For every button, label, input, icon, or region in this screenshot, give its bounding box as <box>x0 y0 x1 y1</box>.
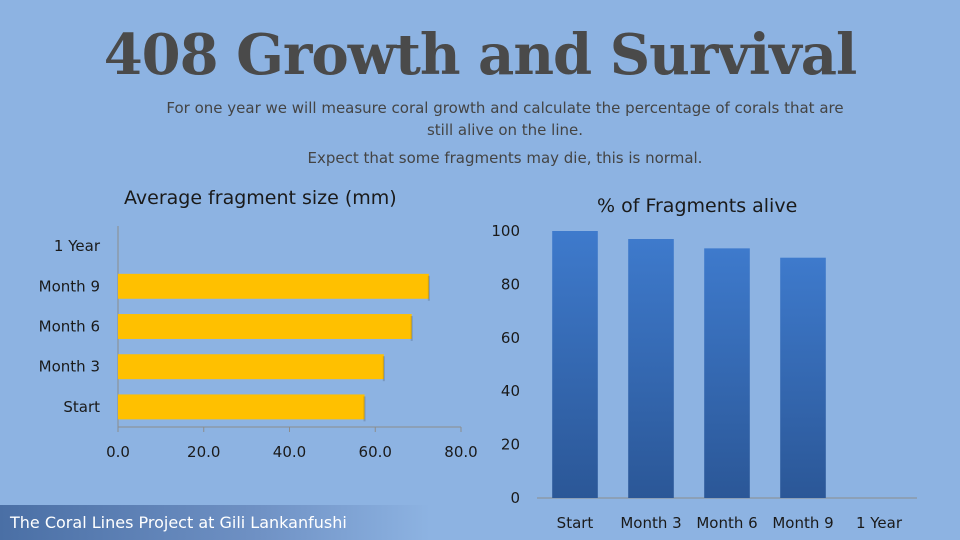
right-category-label: Month 6 <box>696 514 757 532</box>
footer-text: The Coral Lines Project at Gili Lankanfu… <box>10 513 347 532</box>
right-bar <box>628 239 674 498</box>
right-y-tick-label: 60 <box>501 329 520 347</box>
left-category-label: Month 6 <box>39 318 100 336</box>
left-bar <box>118 394 365 420</box>
left-category-label: Month 9 <box>39 277 100 295</box>
left-x-tick-label: 80.0 <box>444 443 477 461</box>
left-x-tick-label: 60.0 <box>359 443 392 461</box>
left-x-tick-label: 0.0 <box>106 443 130 461</box>
left-category-label: 1 Year <box>54 237 101 255</box>
left-bar-shadow <box>410 316 413 341</box>
description-text: For one year we will measure coral growt… <box>166 99 844 139</box>
left-chart-title: Average fragment size (mm) <box>124 187 397 209</box>
right-y-tick-label: 80 <box>501 275 520 293</box>
warning-text: Expect that some fragments may die, this… <box>307 149 703 167</box>
right-category-label: 1 Year <box>856 514 903 532</box>
left-bar-shadow <box>363 396 366 422</box>
right-category-label: Start <box>557 514 594 532</box>
left-bar-shadow <box>382 356 385 382</box>
right-y-tick-label: 0 <box>510 489 520 507</box>
left-bar <box>118 273 429 299</box>
right-y-tick-label: 40 <box>501 382 520 400</box>
left-bar <box>118 314 412 339</box>
left-bar <box>118 354 384 380</box>
right-category-label: Month 3 <box>620 514 681 532</box>
right-bar-chart: 0 20 40 60 80 100 Start Month 3 Month 6 Month 9 1 … <box>491 222 917 532</box>
right-bar <box>704 248 750 498</box>
right-y-tick-label: 20 <box>501 436 520 454</box>
right-bar <box>780 257 826 498</box>
right-y-tick-label: 100 <box>491 222 520 240</box>
left-x-tick-label: 40.0 <box>273 443 306 461</box>
footer-banner: The Coral Lines Project at Gili Lankanfu… <box>0 505 430 540</box>
right-chart-title: % of Fragments alive <box>597 195 798 217</box>
right-bar <box>552 231 598 498</box>
left-category-label: Start <box>63 398 100 416</box>
page-title: 408 Growth and Survival <box>103 22 858 88</box>
left-bar-chart: Start Month 3 Month 6 Month 9 1 Year 0.0 20.0 4… <box>39 226 478 461</box>
left-bar-shadow <box>427 275 430 301</box>
left-x-tick-label: 20.0 <box>187 443 220 461</box>
right-category-label: Month 9 <box>772 514 833 532</box>
left-category-label: Month 3 <box>39 358 100 376</box>
